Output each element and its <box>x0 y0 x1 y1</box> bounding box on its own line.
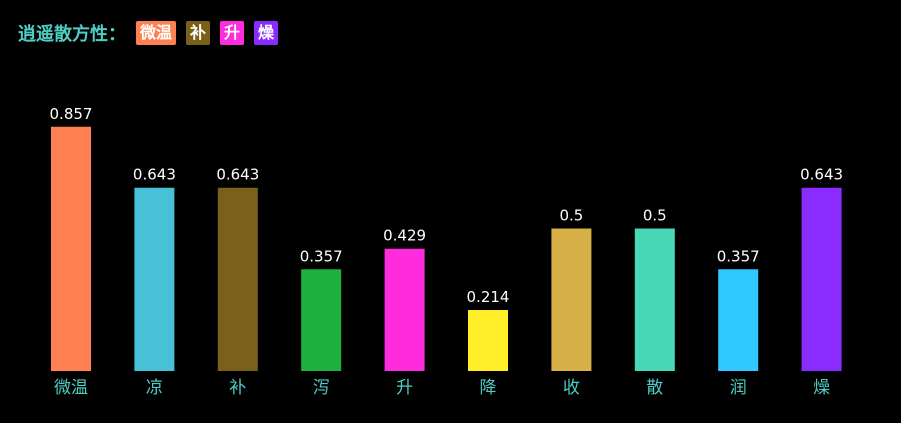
chart-title: 逍遥散方性： <box>18 24 126 45</box>
category-label-5: 降 <box>480 378 497 398</box>
category-label-9: 燥 <box>813 378 830 398</box>
bar-6[interactable] <box>551 228 592 372</box>
category-label-6: 收 <box>563 378 580 398</box>
bar-value-label-9: 0.643 <box>800 166 843 184</box>
bar-value-label-0: 0.857 <box>50 105 93 123</box>
tag-zao: 燥 <box>254 21 279 45</box>
bar-2[interactable] <box>217 187 258 371</box>
bar-3[interactable] <box>301 269 342 371</box>
chart-header: 逍遥散方性： 微温 补 升 燥 <box>18 20 288 46</box>
tag-sheng: 升 <box>220 21 245 45</box>
category-label-7: 散 <box>646 378 663 398</box>
category-label-1: 凉 <box>146 378 163 398</box>
category-label-8: 润 <box>730 378 747 398</box>
bar-7[interactable] <box>634 228 675 372</box>
tag-bu: 补 <box>186 21 211 45</box>
bar-value-label-4: 0.429 <box>383 227 426 245</box>
bar-value-label-7: 0.5 <box>643 207 667 225</box>
category-label-2: 补 <box>229 378 246 398</box>
bar-1[interactable] <box>134 187 175 371</box>
bar-9[interactable] <box>801 187 842 371</box>
tag-weiwen: 微温 <box>136 21 177 45</box>
bar-value-label-2: 0.643 <box>216 166 259 184</box>
category-label-4: 升 <box>396 378 413 398</box>
bar-0[interactable] <box>51 126 91 371</box>
bar-4[interactable] <box>384 248 425 371</box>
bar-value-label-3: 0.357 <box>300 247 343 265</box>
bar-8[interactable] <box>718 269 759 371</box>
bar-5[interactable] <box>468 310 508 371</box>
category-label-0: 微温 <box>54 378 88 398</box>
bar-value-label-1: 0.643 <box>133 166 176 184</box>
category-label-3: 泻 <box>313 378 330 398</box>
bar-value-label-8: 0.357 <box>717 247 760 265</box>
bar-value-label-6: 0.5 <box>559 207 583 225</box>
bar-value-label-5: 0.214 <box>467 288 510 306</box>
